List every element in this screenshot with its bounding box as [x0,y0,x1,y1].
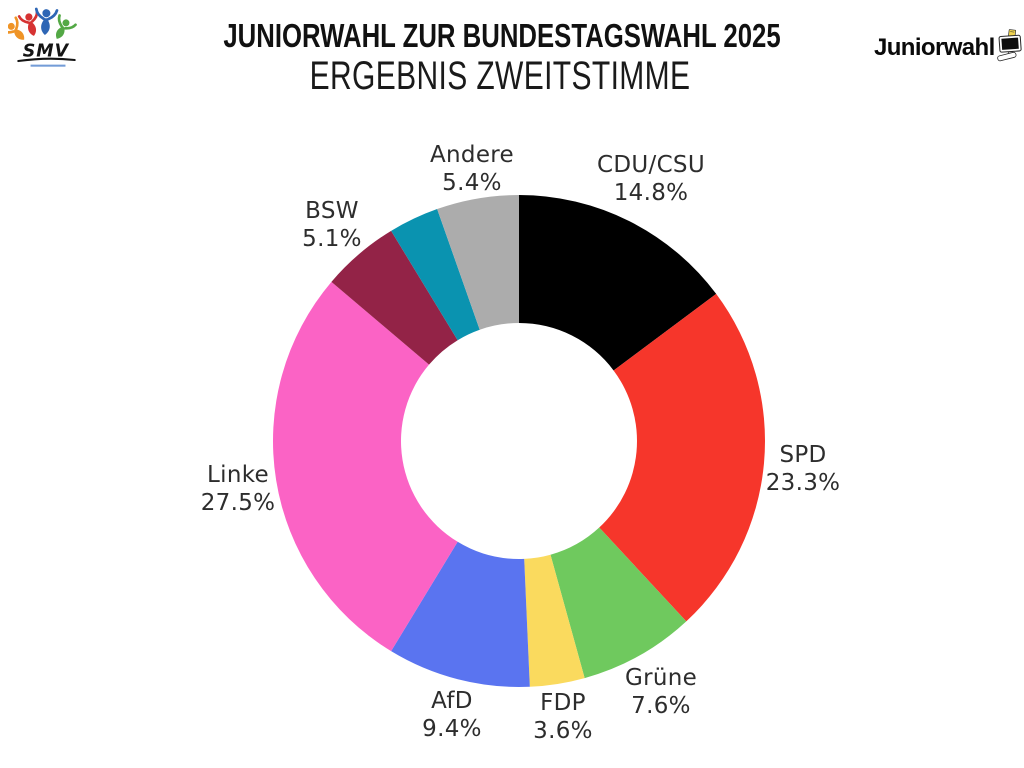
segment-label-CDU/CSU: CDU/CSU 14.8% [597,151,705,207]
segment-label-Andere: Andere 5.4% [430,141,514,197]
smv-logo-graphic: SMV [1,7,77,67]
juniorwahl-logo: Juniorwahl [874,14,1024,92]
donut-segment-Grüne [550,527,687,679]
smv-figure-red [17,10,39,36]
smv-figure-green [56,14,77,39]
smv-logo: SMV [1,5,86,75]
donut-segment-CDU/CSU [519,195,717,371]
juniorwahl-logo-text: Juniorwahl [874,34,995,61]
donut-segment-Andere [437,195,519,330]
segment-value: 9.4% [422,716,482,742]
segment-name: Grüne [624,665,698,691]
segment-value: 27.5% [200,490,276,516]
donut-segment-Linke [272,281,458,652]
segment-value: 3.6% [533,718,593,744]
segment-name: Linke [207,462,269,488]
smv-figure-blue [34,7,59,35]
ballot-computer-icon [996,29,1022,62]
donut-segment-SPD [599,293,766,622]
segment-name: AfD [431,688,473,714]
smv-underline [17,57,76,63]
segment-value: 5.4% [442,170,502,196]
segment-label-Grüne: Grüne 7.6% [625,664,697,720]
segment-value: 23.3% [765,470,841,496]
donut-segment-AfD [391,541,530,687]
segment-name: SPD [779,442,827,468]
segment-label-FDP: FDP 3.6% [533,689,593,745]
donut-segment-BSW [331,230,458,365]
smv-tagline-strip [30,64,66,67]
segment-value: 5.1% [302,226,362,252]
page-subtitle: ERGEBNIS ZWEITSTIMME [309,54,691,98]
segment-name: Andere [430,142,514,168]
donut-segment-unlabeled [391,209,480,341]
segment-name: FDP [540,690,586,716]
page-title: JUNIORWAHL ZUR BUNDESTAGSWAHL 2025 [223,17,781,54]
segment-name: BSW [305,198,359,224]
segment-label-BSW: BSW 5.1% [302,197,362,253]
donut-segment-FDP [524,554,585,687]
segment-value: 7.6% [631,693,691,719]
segment-label-Linke: Linke 27.5% [201,461,276,517]
segment-value: 14.8% [613,180,689,206]
segment-label-AfD: AfD 9.4% [422,687,482,743]
segment-label-SPD: SPD 23.3% [766,441,841,497]
segment-name: CDU/CSU [597,152,705,178]
smv-logo-text: SMV [23,41,70,61]
